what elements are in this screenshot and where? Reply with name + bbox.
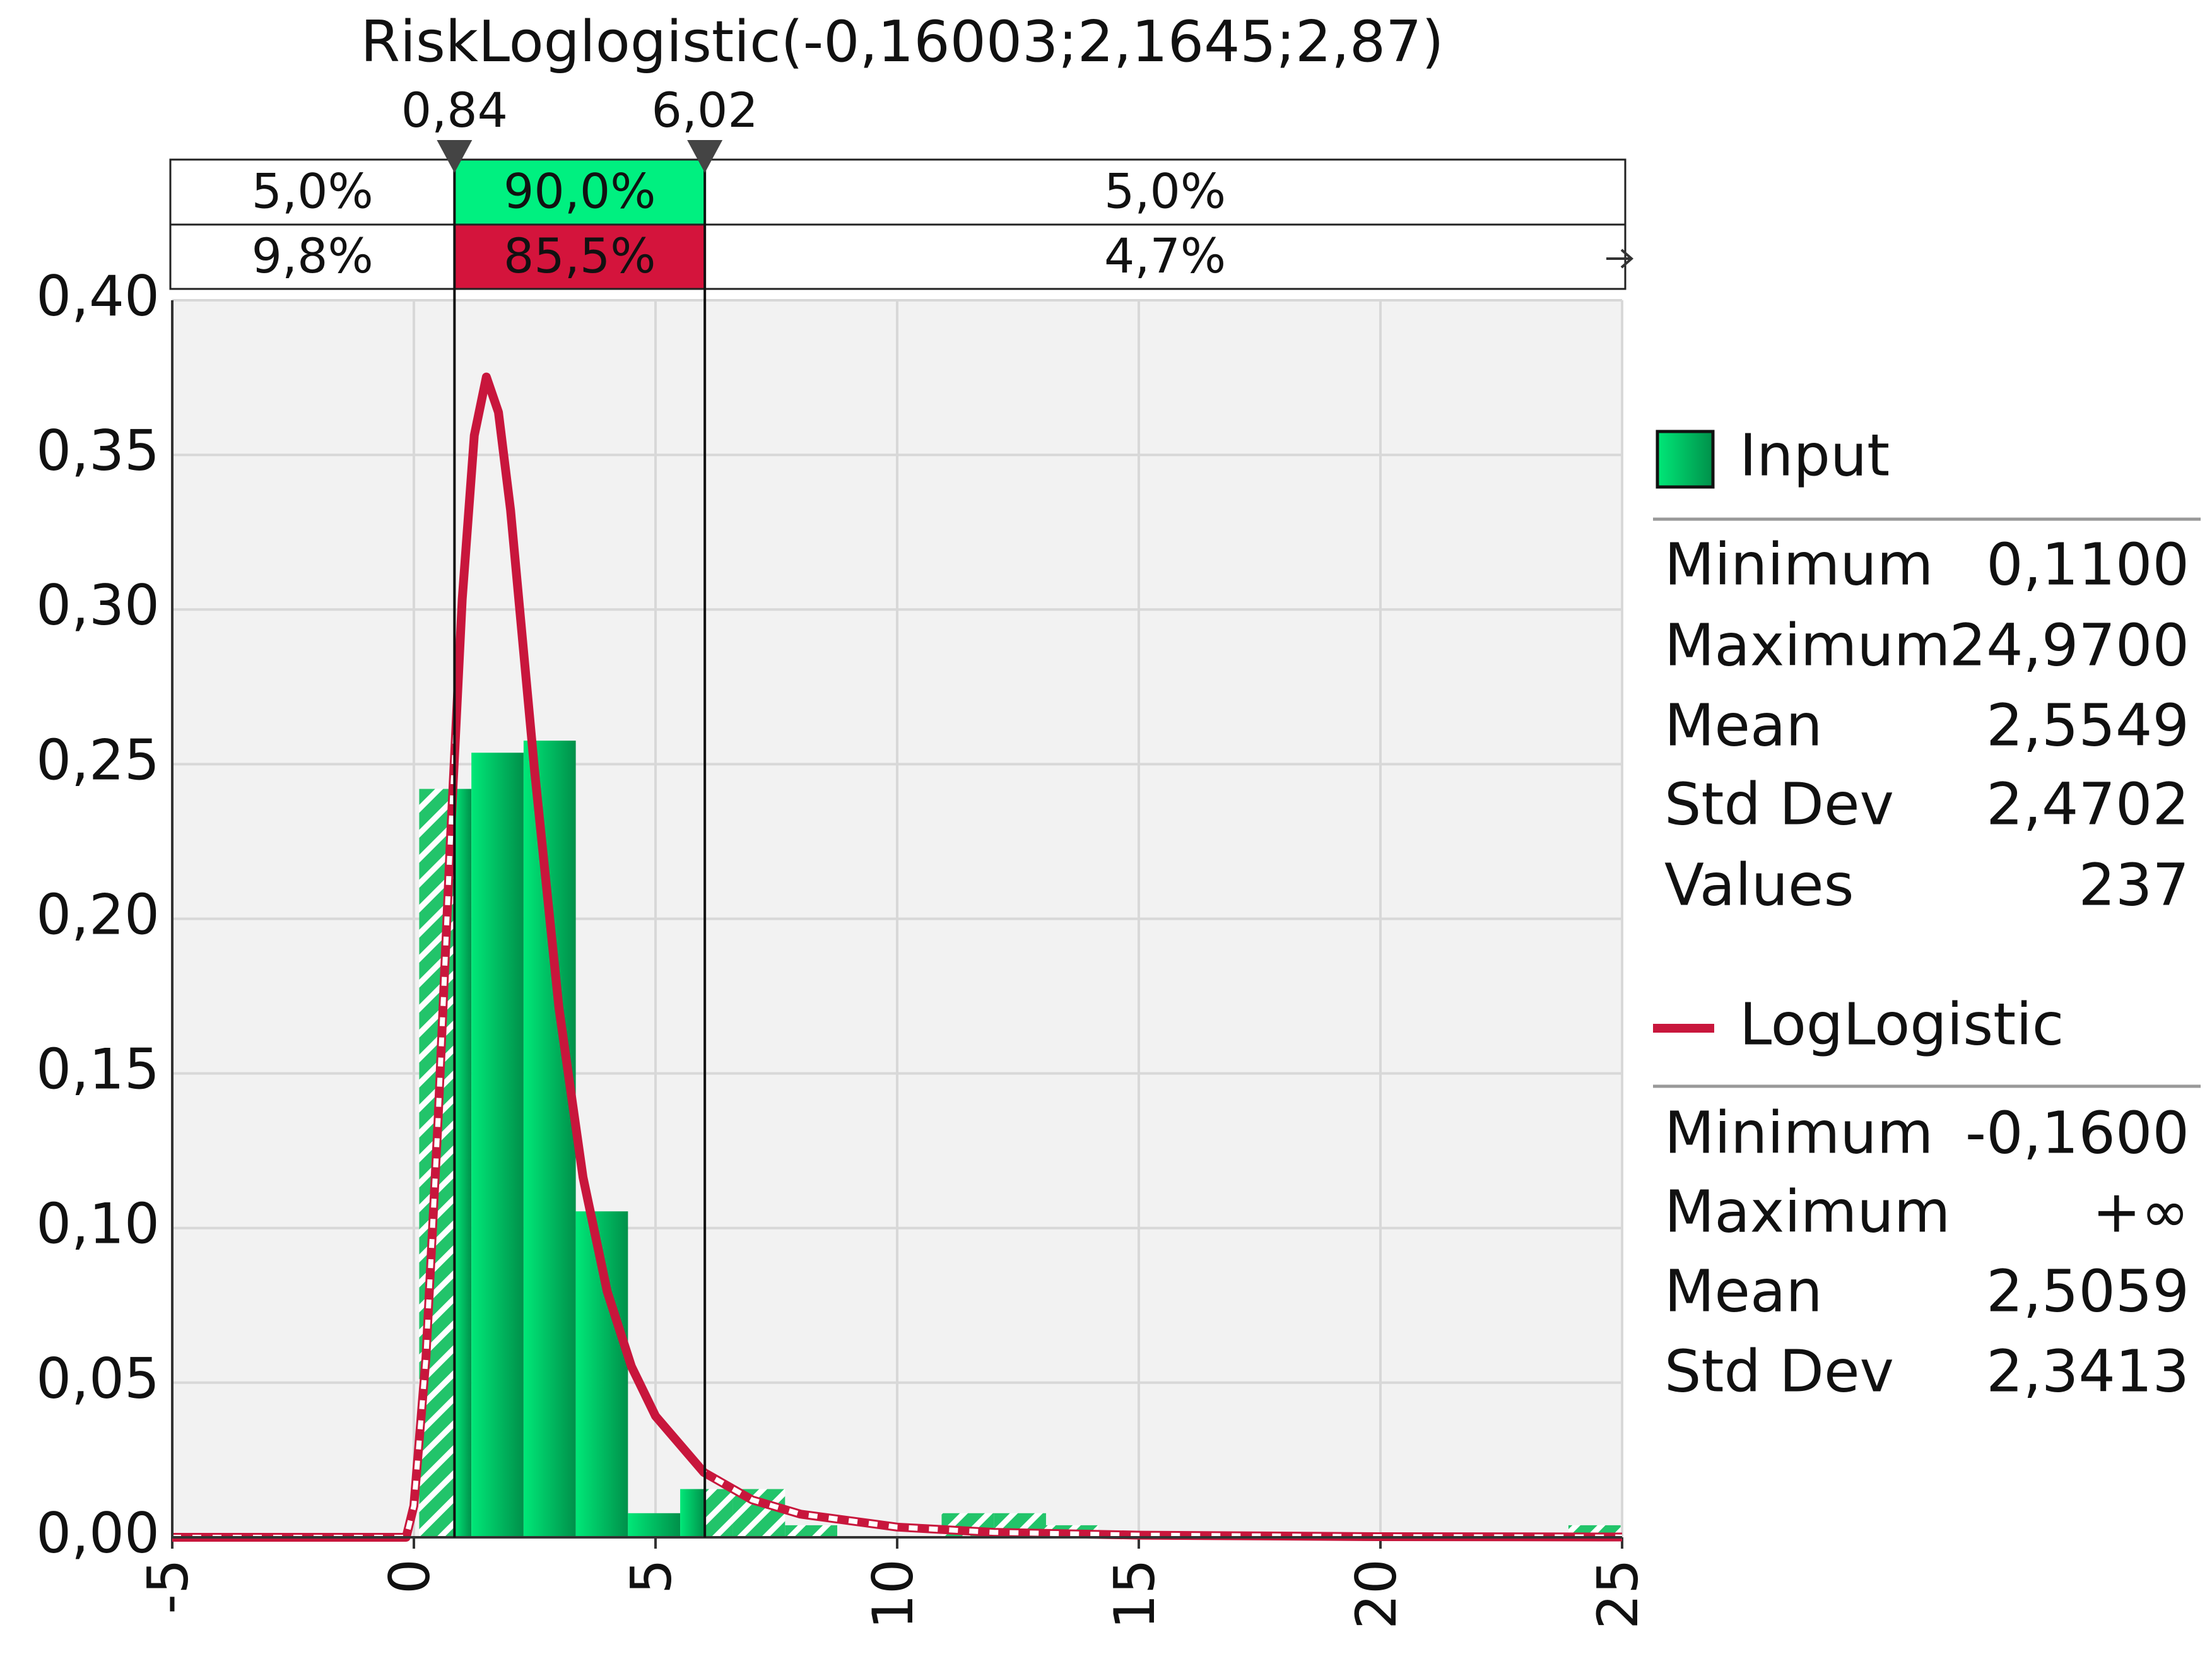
stat-label: Std Dev [1664, 770, 1894, 838]
stat-value: 237 [2078, 851, 2189, 918]
y-tick-label: 0,35 [36, 418, 160, 483]
band-cell [453, 158, 706, 226]
y-tick-label: 0,25 [36, 727, 160, 792]
stat-label: Mean [1664, 1257, 1823, 1325]
band-label: 85,5% [503, 228, 656, 284]
band-cell [169, 223, 456, 290]
stat-label: Maximum [1664, 611, 1950, 679]
y-tick-label: 0,20 [36, 882, 160, 947]
stat-label: Maximum [1664, 1178, 1950, 1245]
legend-swatch [1656, 430, 1715, 489]
y-tick-label: 0,10 [36, 1192, 160, 1257]
band-cell [703, 223, 1627, 290]
stat-value: 0,1100 [1986, 531, 2189, 598]
delimiter-handle [687, 140, 723, 173]
stat-value: 2,3413 [1986, 1337, 2189, 1405]
y-tick-label: 0,15 [36, 1037, 160, 1102]
stat-value: 2,5059 [1986, 1257, 2189, 1325]
band-label: 9,8% [252, 228, 374, 284]
stat-value: -0,1600 [1965, 1099, 2189, 1166]
histogram-bar [454, 789, 472, 1537]
legend-label: LogLogistic [1739, 990, 2064, 1058]
stat-value: 24,9700 [1950, 611, 2189, 679]
band-label: 5,0% [1104, 163, 1226, 219]
histogram-bar [523, 741, 576, 1537]
x-tick-label: 0 [377, 1559, 442, 1594]
band-label: 4,7% [1104, 228, 1226, 284]
chart-title: RiskLoglogistic(-0,16003;2,1645;2,87) [361, 9, 1444, 75]
x-tick-label: 25 [1585, 1559, 1650, 1629]
y-tick-label: 0,40 [36, 264, 160, 329]
delimiter-handle [437, 140, 473, 173]
histogram-bar [628, 1513, 681, 1537]
y-tick-label: 0,00 [36, 1501, 160, 1566]
x-tick-label: 5 [619, 1559, 684, 1594]
stat-label: Minimum [1664, 531, 1933, 598]
y-tick-label: 0,30 [36, 573, 160, 638]
y-tick-label: 0,05 [36, 1346, 160, 1411]
histogram-bar [785, 1525, 838, 1537]
stat-value: 2,5549 [1986, 691, 2189, 759]
band-label: 90,0% [503, 163, 656, 219]
stat-label: Values [1664, 851, 1854, 918]
stat-value: 2,4702 [1986, 770, 2189, 838]
stat-value: +∞ [2092, 1178, 2189, 1245]
x-tick-label: -5 [136, 1559, 201, 1614]
histogram-bar [680, 1489, 705, 1537]
delimiter-label: 6,02 [652, 82, 758, 138]
histogram-bar [471, 753, 524, 1537]
x-tick-label: 20 [1344, 1559, 1409, 1629]
x-tick-label: 10 [861, 1559, 926, 1629]
histogram-bar [705, 1489, 733, 1537]
stat-label: Mean [1664, 691, 1823, 759]
stat-label: Minimum [1664, 1099, 1933, 1166]
band-label: 5,0% [252, 163, 374, 219]
delimiter-label: 0,84 [401, 82, 508, 138]
stat-label: Std Dev [1664, 1337, 1894, 1405]
x-tick-label: 15 [1102, 1559, 1167, 1629]
band-cell [703, 158, 1627, 226]
legend-label: Input [1739, 421, 1890, 489]
fit-curve-dash [172, 367, 1622, 1537]
arrow-icon [1606, 249, 1634, 269]
